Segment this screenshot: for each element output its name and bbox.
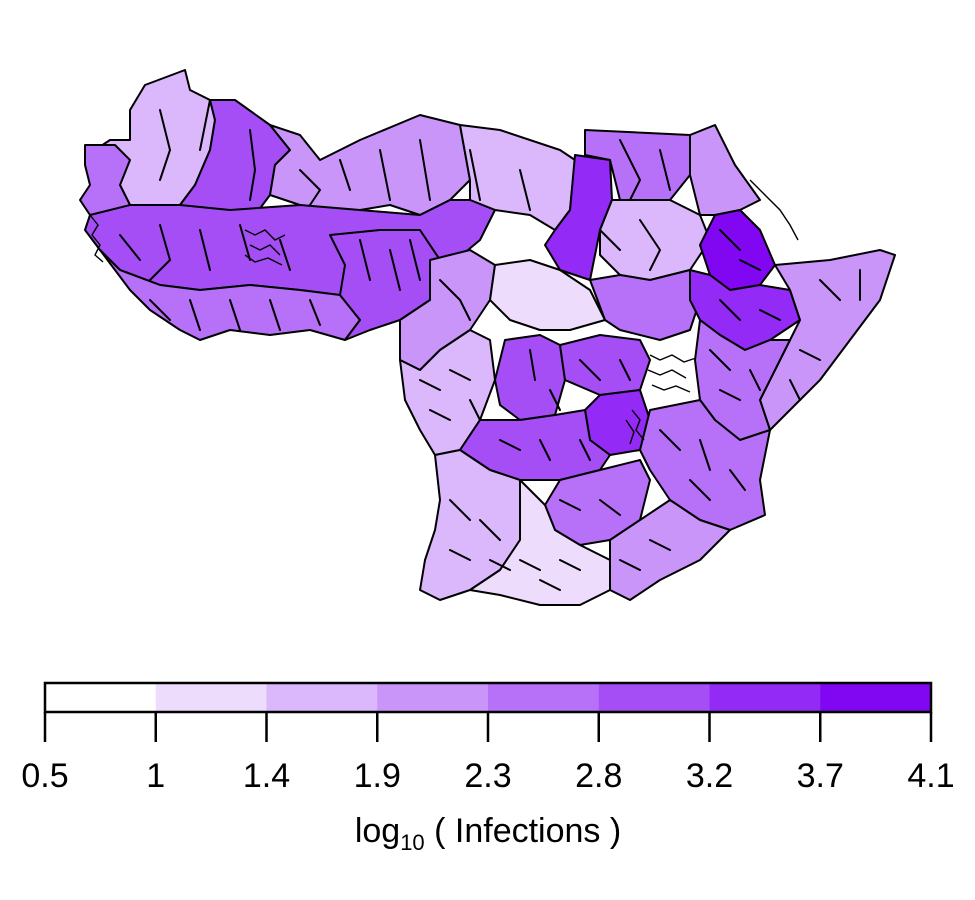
- legend-tick-label: 4.1: [907, 757, 954, 795]
- legend-bin: [266, 683, 378, 712]
- region-gabon-congo: [399, 329, 496, 456]
- legend-bin: [598, 683, 710, 712]
- legend-tick-label: 1.9: [354, 757, 401, 795]
- legend-bin: [155, 683, 267, 712]
- region-drc-northeast: [559, 334, 651, 396]
- legend-tick-label: 0.5: [21, 757, 68, 795]
- legend-bin: [820, 683, 932, 712]
- legend-bin: [45, 683, 157, 712]
- region-drc-central: [494, 334, 566, 421]
- africa-map: [79, 69, 896, 606]
- region-sudan-west: [544, 154, 613, 281]
- legend-tick-label: 2.3: [464, 757, 511, 795]
- region-senegal-gambia: [79, 144, 131, 216]
- legend-tick-label: 3.2: [686, 757, 733, 795]
- district-borders: [119, 99, 861, 591]
- region-niger: [269, 114, 471, 216]
- legend-tick-label: 3.7: [797, 757, 844, 795]
- region-nigeria-north: [329, 229, 441, 341]
- dense-district-clusters: [89, 179, 799, 445]
- region-tanzania: [639, 399, 771, 531]
- region-sudan-central: [599, 199, 711, 281]
- region-south-sudan-west: [589, 269, 701, 341]
- region-car-east: [489, 259, 606, 331]
- legend-tick-label: 1.4: [243, 757, 290, 795]
- color-legend: 0.5 1 1.4 1.9 2.3 2.8 3.2 3.7 4.1 log10 ( Infect…: [21, 681, 955, 855]
- legend-bin: [488, 683, 600, 712]
- legend-bin: [709, 683, 821, 712]
- legend-bin: [377, 683, 489, 712]
- region-zambia-south: [469, 479, 611, 606]
- legend-ticks: 0.5 1 1.4 1.9 2.3 2.8 3.2 3.7 4.1: [21, 712, 955, 795]
- legend-title: log10 ( Infections ): [355, 812, 621, 855]
- region-ethiopia-central: [689, 269, 801, 351]
- legend-tick-label: 1: [146, 757, 165, 795]
- legend-tick-label: 2.8: [575, 757, 622, 795]
- region-somalia: [759, 249, 896, 431]
- legend-color-bins: [45, 683, 932, 712]
- region-eritrea: [689, 124, 761, 216]
